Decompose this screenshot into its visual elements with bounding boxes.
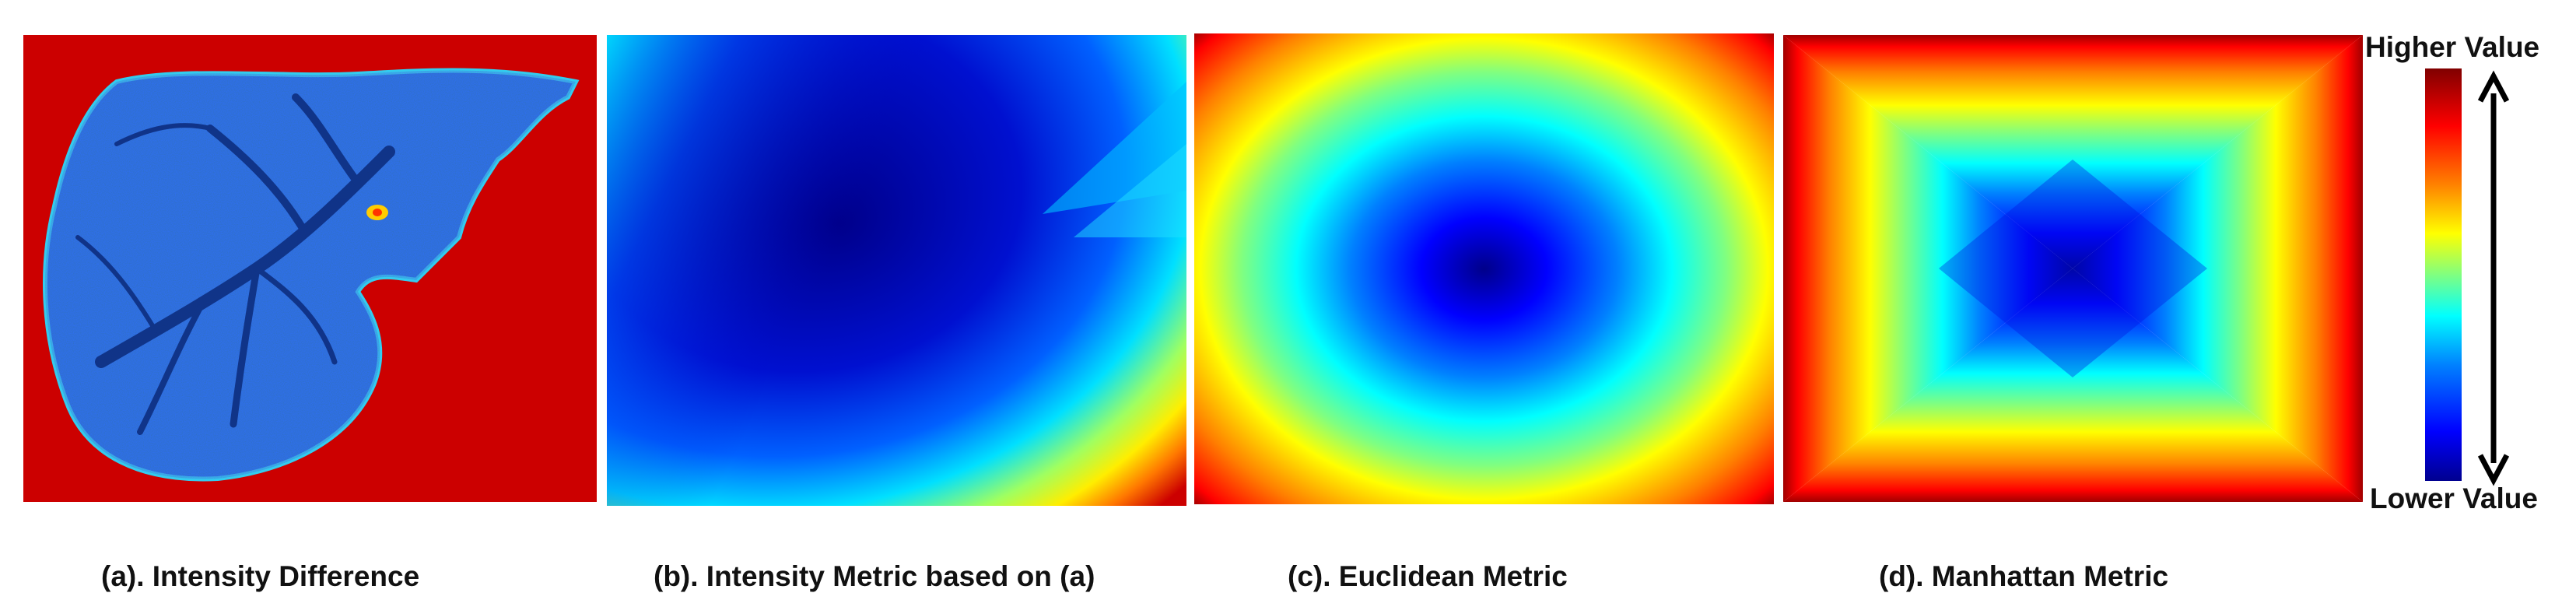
caption-intensity-metric: (b). Intensity Metric based on (a) xyxy=(654,560,1095,592)
colorbar-lower-label: Lower Value xyxy=(2370,482,2538,514)
caption-intensity-difference: (a). Intensity Difference xyxy=(101,560,420,592)
colorbar xyxy=(2425,68,2462,481)
intensity-metric-map xyxy=(607,35,1186,506)
panel-intensity-metric xyxy=(607,35,1186,506)
panel-euclidean-metric xyxy=(1194,33,1774,504)
euclidean-metric-map xyxy=(1194,33,1774,504)
double-arrow-icon xyxy=(2477,70,2510,486)
liver-image xyxy=(43,68,580,482)
manhattan-metric-map xyxy=(1783,35,2363,502)
panel-intensity-difference xyxy=(23,35,597,502)
caption-manhattan-metric: (d). Manhattan Metric xyxy=(1879,560,2169,592)
liver-vessels xyxy=(75,93,395,435)
caption-euclidean-metric: (c). Euclidean Metric xyxy=(1288,560,1568,592)
colorbar-higher-label: Higher Value xyxy=(2365,31,2540,63)
panel-manhattan-metric xyxy=(1783,35,2363,502)
